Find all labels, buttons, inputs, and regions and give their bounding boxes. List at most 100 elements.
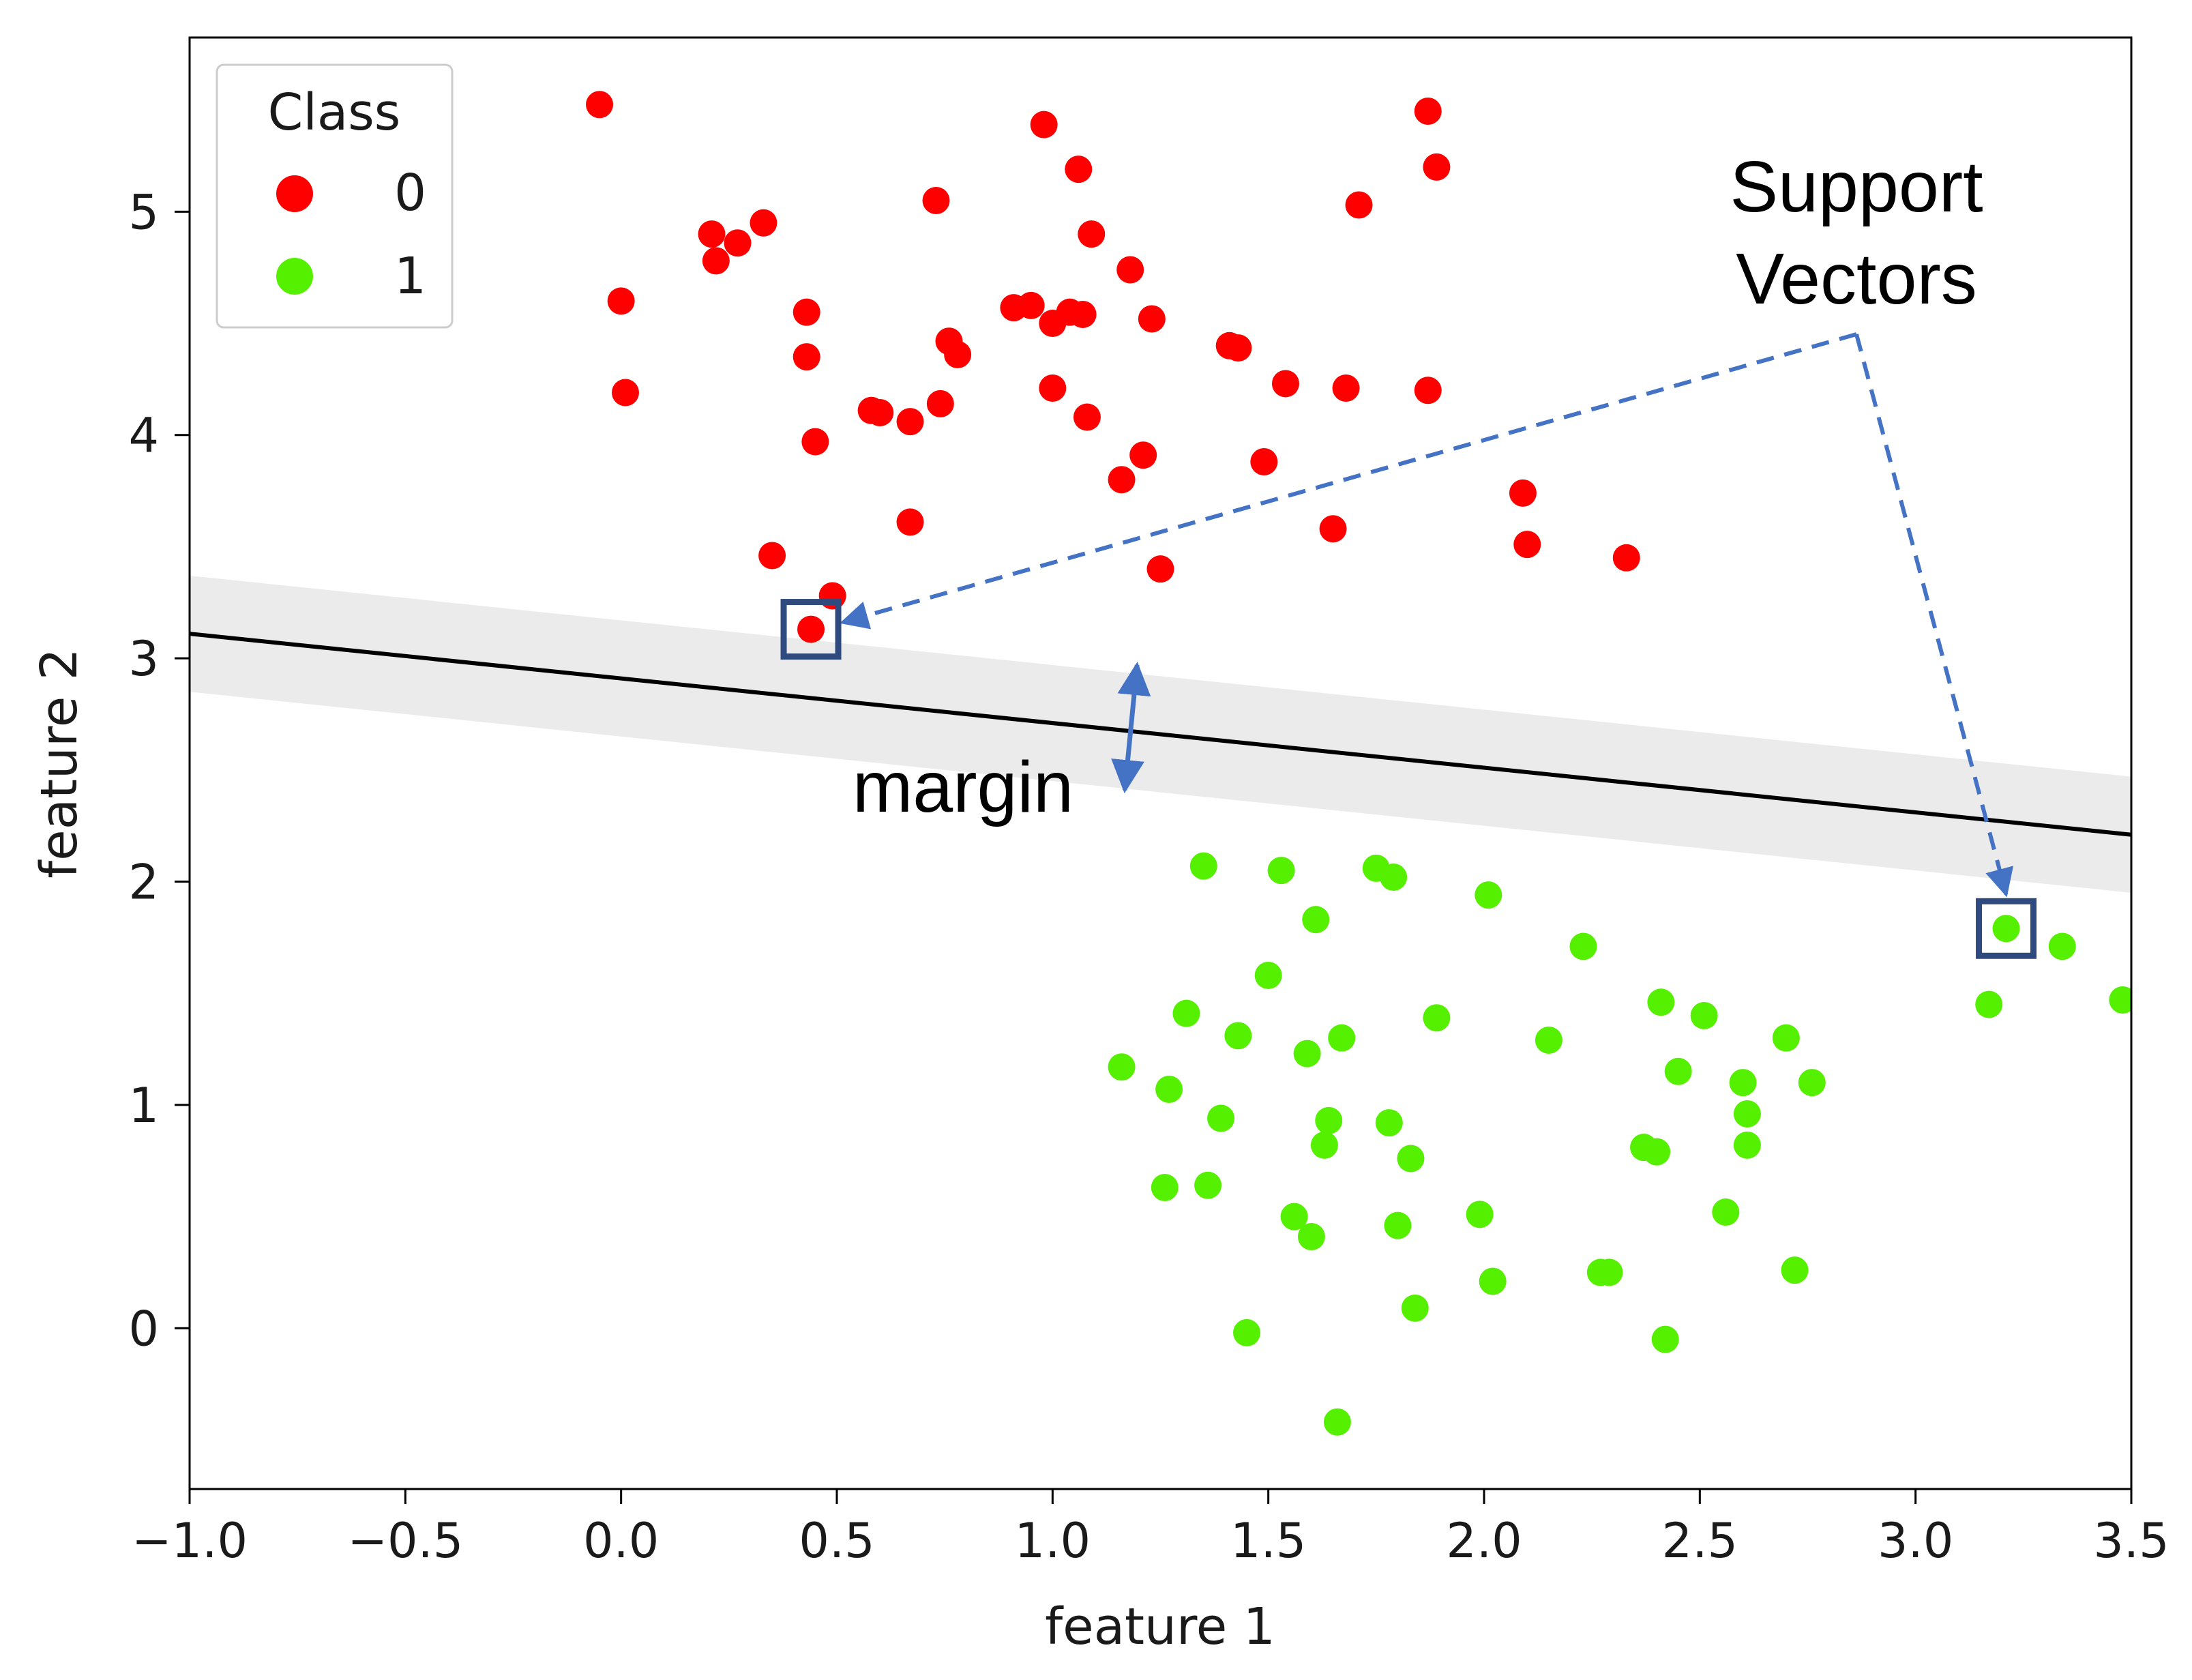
data-point-class-1-49 [2109,986,2131,1014]
data-point-class-1-18 [1155,1075,1183,1103]
data-point-class-0-26 [1030,110,1058,138]
x-tick-label: 2.0 [1446,1513,1522,1569]
data-point-class-1-27 [1798,1069,1826,1097]
data-point-class-0-8 [793,343,820,371]
support-vectors-label-line2: Vectors [1736,239,1977,319]
data-point-class-1-23 [1397,1145,1425,1173]
annotations: Support Vectors margin [780,147,2037,959]
y-tick-label: 3 [128,631,159,687]
data-point-class-0-31 [1116,256,1144,284]
data-point-class-0-32 [1138,305,1166,333]
y-tick-label: 2 [128,855,159,911]
data-point-class-1-42 [1401,1294,1429,1322]
data-point-class-1-13 [1535,1026,1562,1054]
data-point-class-0-34 [1108,466,1136,494]
data-point-class-1-19 [1207,1104,1235,1132]
data-point-class-1-26 [1733,1100,1761,1128]
data-point-class-0-46 [1509,479,1537,507]
data-point-class-1-30 [1643,1138,1671,1166]
data-point-class-0-0 [586,91,614,119]
data-point-class-0-4 [702,247,730,275]
data-point-class-1-35 [1384,1211,1412,1239]
data-point-class-1-44 [1651,1325,1679,1353]
data-point-class-1-21 [1310,1131,1338,1159]
legend-title: Class [268,83,401,142]
x-tick-label: 0.5 [799,1513,874,1569]
data-point-class-1-24 [1664,1057,1692,1085]
x-axis: −1.0 −0.5 0.0 0.5 1.0 1.5 2.0 2.5 3.0 3.5 [132,1489,2169,1569]
legend-label-1: 1 [394,247,426,306]
data-point-class-1-3 [1380,863,1408,891]
data-point-class-0-25 [1069,300,1097,328]
data-point-class-1-33 [1280,1203,1308,1230]
points-layer [586,91,2131,1436]
x-axis-label: feature 1 [1045,1597,1275,1656]
x-tick-label: 1.0 [1015,1513,1091,1569]
data-point-class-1-28 [1733,1131,1761,1159]
data-point-class-1-15 [1690,1001,1718,1029]
plot-area [190,91,2131,1436]
data-point-class-1-9 [1224,1022,1252,1050]
data-point-class-1-48 [1975,990,2003,1018]
data-point-class-0-45 [1414,377,1442,404]
data-point-class-0-12 [797,615,825,643]
data-point-class-1-31 [1151,1174,1179,1202]
support-vector-arrow-right [1854,334,2014,898]
data-point-class-0-16 [896,508,924,536]
data-point-class-0-17 [922,186,950,214]
data-point-class-0-29 [1039,374,1067,402]
data-point-class-1-46 [1992,915,2020,943]
data-point-class-1-20 [1315,1106,1343,1134]
legend-label-0: 0 [394,164,426,222]
support-vector-arrow-left [840,332,1857,630]
data-point-class-1-47 [2048,932,2076,960]
legend-marker-0 [276,175,313,212]
data-point-class-0-6 [750,209,777,237]
x-tick-label: 2.5 [1662,1513,1738,1569]
data-point-class-1-37 [1712,1198,1740,1226]
data-point-class-0-1 [607,287,635,315]
y-tick-label: 1 [128,1078,159,1134]
data-point-class-0-43 [1414,98,1442,126]
data-point-class-0-30 [1073,403,1101,431]
y-tick-label: 4 [128,408,159,464]
data-point-class-0-5 [724,229,752,257]
data-point-class-1-12 [1423,1004,1451,1032]
data-point-class-1-38 [1479,1267,1507,1295]
data-point-class-1-11 [1328,1024,1356,1052]
y-axis: 0 1 2 3 4 5 [128,184,190,1357]
data-point-class-0-22 [1017,291,1045,319]
data-point-class-1-5 [1475,881,1502,909]
data-point-class-0-48 [1612,544,1640,572]
data-point-class-0-28 [1078,220,1106,248]
support-vectors-label-line1: Support [1730,147,1983,227]
data-point-class-1-6 [1569,932,1597,960]
legend-box [216,63,454,329]
data-point-class-0-38 [1250,448,1278,476]
margin-label: margin [853,747,1073,827]
data-point-class-1-8 [1172,999,1200,1027]
data-point-class-1-17 [1108,1053,1136,1081]
support-vector-box-left [780,599,842,660]
data-point-class-0-27 [1065,156,1093,183]
data-point-class-1-32 [1194,1171,1222,1199]
x-tick-label: 1.5 [1230,1513,1306,1569]
y-tick-label: 5 [128,184,159,240]
data-point-class-1-25 [1729,1069,1757,1097]
x-tick-label: 3.0 [1878,1513,1953,1569]
data-point-class-0-40 [1319,515,1347,543]
margin-arrow [1111,662,1151,794]
plot-frame [188,36,2133,1490]
data-point-class-0-15 [896,408,924,436]
data-point-class-0-37 [1224,334,1252,362]
data-point-class-1-45 [1323,1408,1351,1436]
x-tick-label: 3.5 [2093,1513,2169,1569]
data-point-class-1-41 [1781,1256,1809,1284]
data-point-class-1-1 [1267,857,1295,885]
data-point-class-0-47 [1513,531,1541,559]
data-point-class-0-9 [801,428,829,456]
data-point-class-1-10 [1293,1040,1321,1067]
support-vector-box-right [1976,898,2037,959]
data-point-class-0-33 [1129,441,1157,469]
